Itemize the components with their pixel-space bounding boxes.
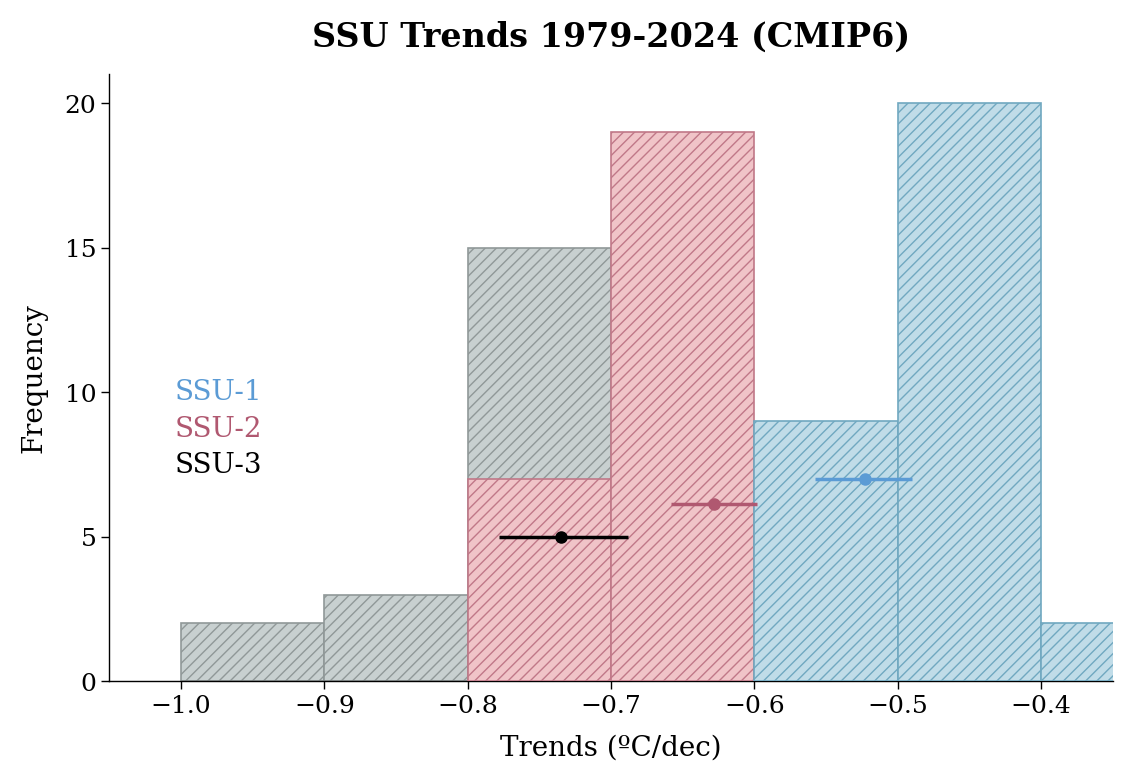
X-axis label: Trends (ºC/dec): Trends (ºC/dec) <box>500 734 722 761</box>
Bar <box>611 132 755 681</box>
Y-axis label: Frequency: Frequency <box>20 303 48 453</box>
Bar <box>755 421 897 681</box>
Legend: SSU-1, SSU-2, SSU-3: SSU-1, SSU-2, SSU-3 <box>163 368 273 490</box>
Bar <box>755 594 897 681</box>
Bar <box>468 479 611 681</box>
Bar <box>611 479 755 681</box>
Bar <box>324 594 468 681</box>
Bar <box>1040 623 1133 681</box>
Bar <box>468 248 611 681</box>
Bar <box>181 623 324 681</box>
Bar <box>897 103 1040 681</box>
Title: SSU Trends 1979-2024 (CMIP6): SSU Trends 1979-2024 (CMIP6) <box>312 21 910 54</box>
Bar <box>897 623 1040 681</box>
